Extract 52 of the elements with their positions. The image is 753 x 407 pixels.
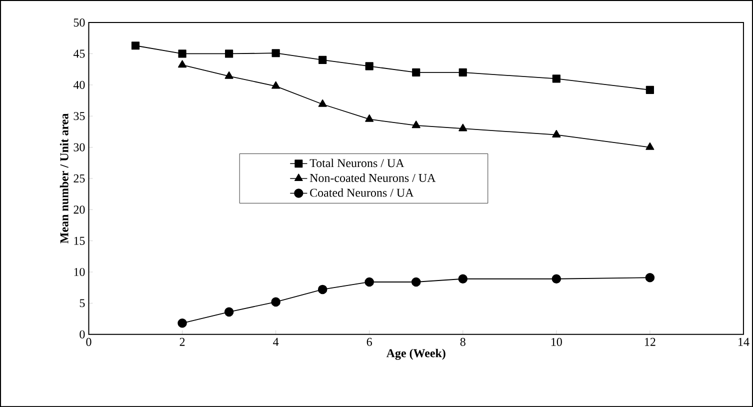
x-axis-title: Age (Week) [386, 348, 446, 360]
point [318, 284, 328, 294]
point [224, 71, 234, 79]
legend-label: Coated Neurons / UA [310, 188, 414, 197]
y-tick-label: 20 [74, 206, 85, 214]
point [178, 50, 186, 58]
point [552, 274, 562, 284]
point [646, 86, 654, 94]
point [458, 124, 468, 132]
legend-label: Total Neurons / UA [310, 158, 404, 168]
point [224, 50, 234, 58]
y-tick-label: 25 [74, 174, 85, 182]
y-tick-label: 35 [74, 112, 85, 120]
y-tick-label: 15 [74, 236, 85, 245]
y-tick-label: 10 [74, 268, 85, 276]
point [178, 60, 187, 68]
point [458, 274, 468, 284]
point [365, 62, 374, 70]
point [458, 68, 467, 76]
point [224, 307, 234, 317]
point [318, 56, 327, 64]
point [272, 49, 280, 58]
point [318, 99, 327, 107]
y-tick-label: 5 [80, 299, 85, 308]
point [178, 318, 187, 328]
x-tick-label: 4 [273, 338, 279, 346]
y-tick-label: 0 [80, 330, 85, 338]
point [412, 68, 420, 76]
x-tick-label: 10 [551, 338, 562, 346]
x-tick-label: 12 [645, 338, 656, 346]
x-tick-label: 2 [180, 338, 185, 346]
y-axis-title: Mean number / Unit area [60, 113, 68, 244]
point [131, 42, 140, 50]
y-tick-label: 40 [73, 80, 85, 89]
point [552, 130, 561, 138]
x-tick-label: 6 [366, 338, 372, 346]
point [552, 74, 560, 83]
point [272, 81, 280, 89]
x-tick-label: 0 [86, 338, 92, 346]
y-tick-label: 50 [74, 18, 85, 27]
x-tick-label: 8 [460, 338, 466, 346]
point [411, 277, 421, 287]
point [364, 277, 374, 287]
legend-label: Non-coated Neurons / UA [310, 174, 436, 182]
point [271, 297, 280, 307]
y-tick-label: 30 [74, 143, 85, 152]
point [645, 272, 655, 282]
x-tick-label: 14 [738, 338, 750, 346]
point [365, 114, 374, 122]
point [412, 120, 420, 128]
y-tick-label: 45 [73, 50, 85, 58]
point [646, 142, 654, 150]
